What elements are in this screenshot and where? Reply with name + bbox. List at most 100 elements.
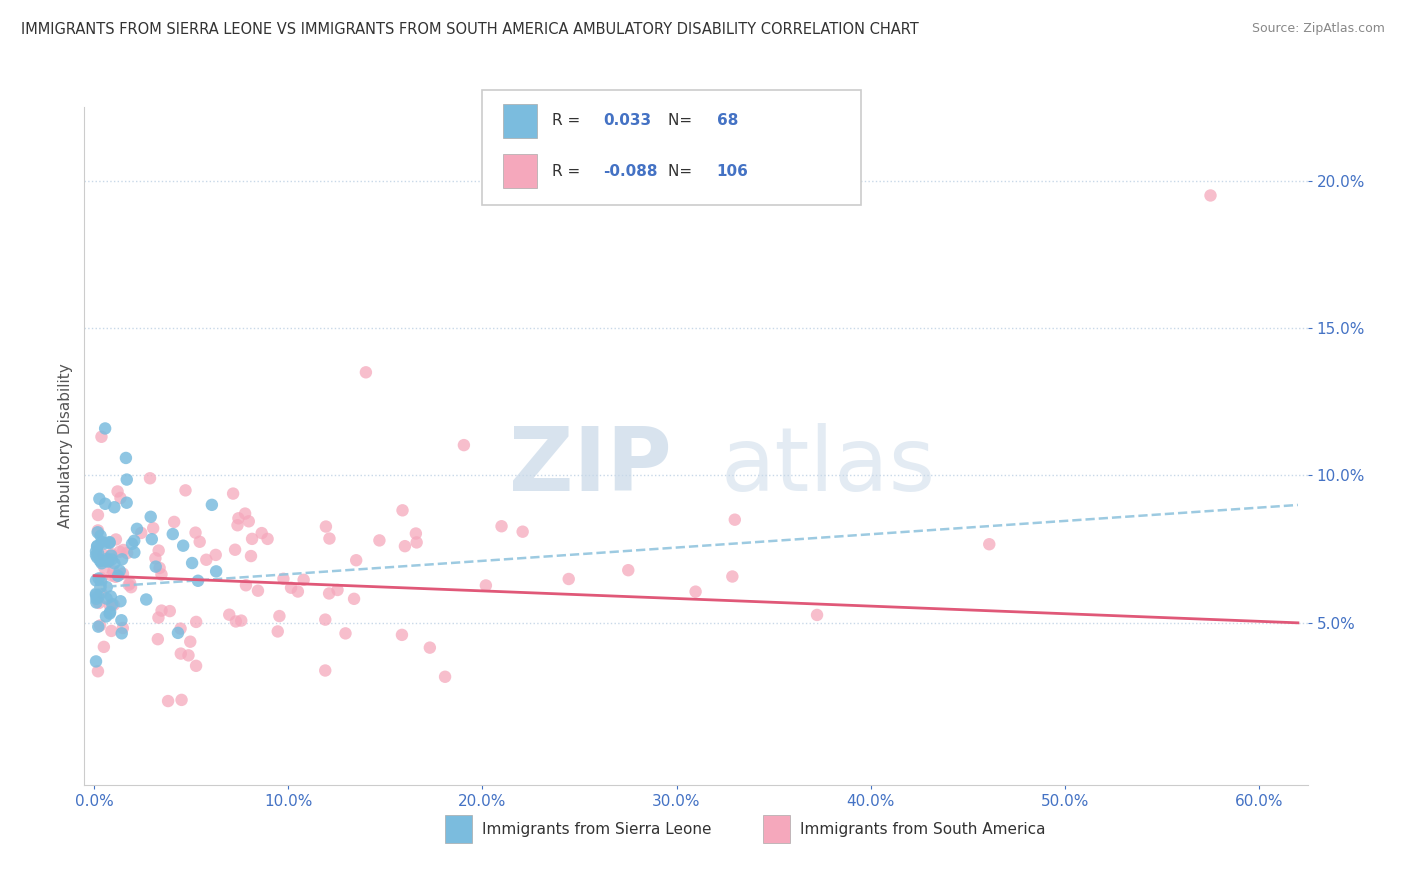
Point — [100, 624, 122, 638]
Point — [146, 632, 169, 647]
Point — [512, 524, 534, 539]
Point — [97, 555, 120, 569]
Point — [287, 584, 309, 599]
Point — [343, 591, 366, 606]
Point — [103, 598, 125, 612]
Point — [157, 694, 180, 708]
Point — [84, 588, 107, 602]
Point — [685, 584, 707, 599]
Point — [84, 574, 107, 588]
Point — [184, 658, 207, 673]
Point — [120, 580, 142, 594]
Point — [124, 545, 146, 559]
Point — [177, 648, 200, 663]
Point — [90, 430, 112, 444]
Point — [118, 578, 141, 592]
Point — [100, 590, 122, 604]
Point — [96, 551, 118, 566]
Point — [204, 548, 226, 562]
Point — [162, 527, 184, 541]
Point — [103, 565, 125, 579]
Point — [141, 532, 163, 546]
Text: IMMIGRANTS FROM SIERRA LEONE VS IMMIGRANTS FROM SOUTH AMERICA AMBULATORY DISABIL: IMMIGRANTS FROM SIERRA LEONE VS IMMIGRAN… — [21, 22, 920, 37]
Point — [90, 571, 112, 585]
Point — [86, 550, 108, 565]
Point — [87, 548, 110, 562]
Point — [93, 560, 115, 574]
Point — [326, 582, 349, 597]
FancyBboxPatch shape — [503, 154, 537, 188]
Point — [90, 529, 112, 543]
Point — [86, 525, 108, 540]
Point — [86, 591, 108, 606]
Point — [90, 585, 112, 599]
Point — [205, 565, 228, 579]
Point — [368, 533, 391, 548]
Point — [98, 535, 121, 549]
Point — [218, 607, 240, 622]
Point — [98, 605, 121, 619]
Point — [135, 592, 157, 607]
Y-axis label: Ambulatory Disability: Ambulatory Disability — [58, 364, 73, 528]
Point — [120, 576, 142, 591]
Point — [315, 519, 337, 533]
Point — [391, 503, 413, 517]
Point — [101, 568, 124, 582]
Point — [87, 546, 110, 560]
Point — [280, 581, 302, 595]
Text: atlas: atlas — [720, 423, 935, 510]
Point — [224, 542, 246, 557]
Point — [195, 553, 218, 567]
Point — [110, 613, 132, 627]
Point — [142, 521, 165, 535]
Point — [84, 548, 107, 562]
Point — [240, 549, 263, 563]
Point — [148, 610, 170, 624]
Point — [87, 524, 110, 538]
Point — [108, 564, 131, 578]
Point — [188, 534, 211, 549]
Text: -0.088: -0.088 — [603, 164, 658, 179]
Point — [104, 570, 127, 584]
Point — [96, 580, 118, 594]
Point — [87, 665, 110, 679]
Point — [405, 526, 427, 541]
Point — [111, 552, 134, 566]
Point — [721, 569, 744, 583]
Point — [122, 533, 145, 548]
Point — [169, 622, 191, 636]
Point — [112, 543, 135, 558]
Point — [89, 554, 111, 568]
Point — [84, 587, 107, 601]
Point — [226, 518, 249, 533]
Point — [394, 539, 416, 553]
Point — [170, 647, 193, 661]
Point — [181, 556, 204, 570]
Point — [419, 640, 441, 655]
Point — [172, 539, 194, 553]
Point — [314, 613, 336, 627]
Point — [115, 450, 138, 465]
Point — [98, 607, 121, 621]
Point — [1199, 188, 1222, 202]
Point — [107, 569, 129, 583]
Point — [256, 532, 278, 546]
Point — [344, 553, 367, 567]
Point — [87, 596, 110, 610]
Point — [103, 500, 125, 515]
Point — [174, 483, 197, 498]
Point — [235, 578, 257, 592]
Point — [187, 574, 209, 588]
Point — [246, 583, 269, 598]
Point — [159, 604, 181, 618]
Point — [179, 634, 201, 648]
Point — [87, 590, 110, 604]
Point — [201, 498, 224, 512]
Point — [111, 566, 134, 581]
Point — [405, 535, 427, 549]
Point — [269, 609, 291, 624]
Point — [184, 525, 207, 540]
Point — [335, 626, 357, 640]
Point — [148, 543, 170, 558]
Point — [94, 497, 117, 511]
